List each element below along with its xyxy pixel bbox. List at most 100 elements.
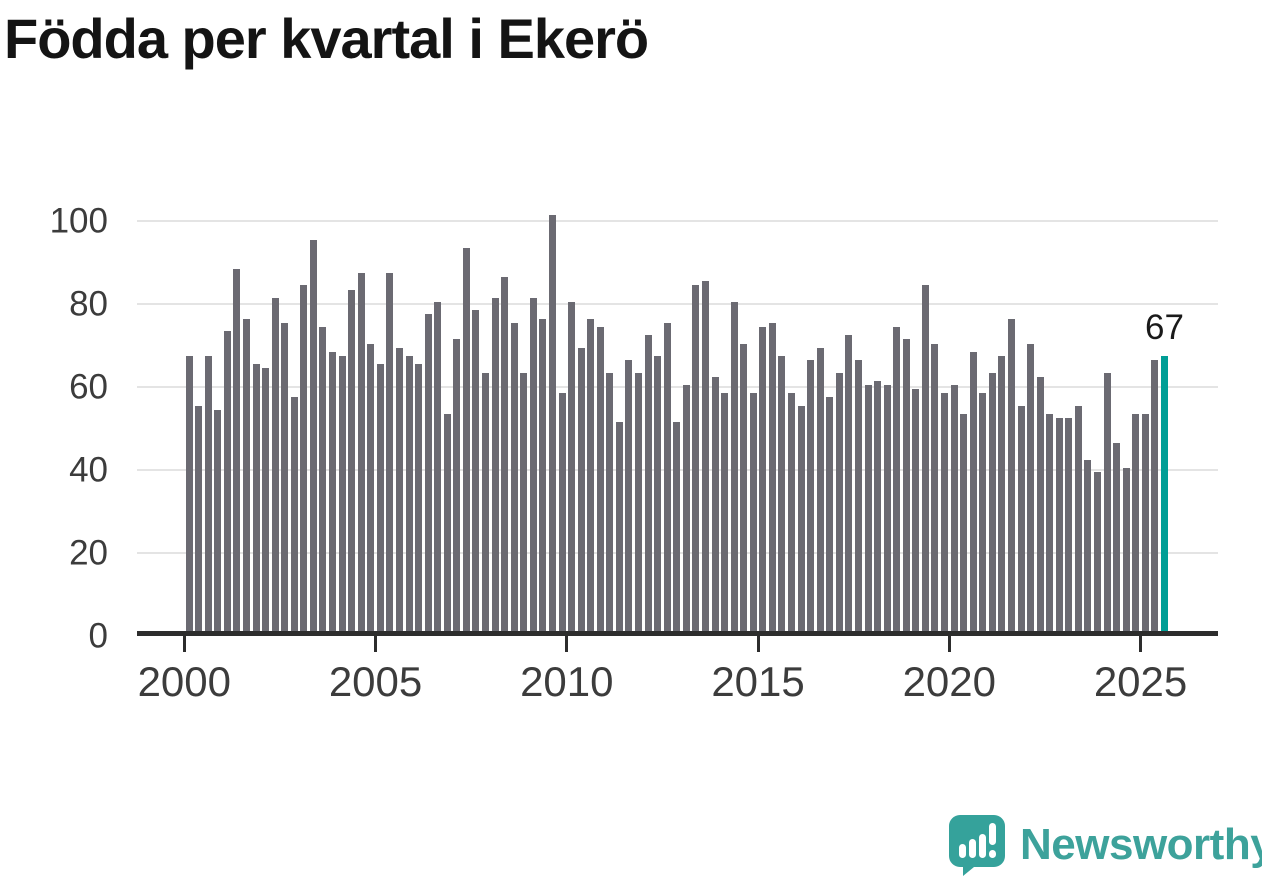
bar-quarter-83 bbox=[979, 393, 987, 634]
bar-quarter-15 bbox=[329, 351, 337, 634]
bar-quarter-56 bbox=[721, 393, 729, 634]
logo-bar-medium bbox=[969, 839, 976, 858]
bar-quarter-22 bbox=[395, 347, 403, 634]
gridline-y-100 bbox=[137, 220, 1218, 222]
bar-quarter-96 bbox=[1103, 372, 1111, 634]
bar-quarter-27 bbox=[443, 414, 451, 634]
bar-quarter-90 bbox=[1046, 414, 1054, 634]
logo-exclamation-stem bbox=[989, 823, 996, 845]
bar-quarter-72 bbox=[874, 380, 882, 634]
bar-quarter-32 bbox=[491, 297, 499, 634]
bar-quarter-18 bbox=[357, 272, 365, 634]
bar-quarter-4 bbox=[223, 331, 231, 634]
bar-quarter-100 bbox=[1141, 414, 1149, 634]
newsworthy-logo-text: Newsworthy bbox=[1020, 820, 1262, 869]
bar-quarter-58 bbox=[740, 343, 748, 634]
bar-quarter-50 bbox=[663, 322, 671, 634]
bar-quarter-41 bbox=[577, 347, 585, 634]
bar-quarter-64 bbox=[797, 405, 805, 634]
bar-quarter-99 bbox=[1132, 414, 1140, 634]
x-tick-label-2010: 2010 bbox=[520, 658, 614, 705]
bar-quarter-84 bbox=[988, 372, 996, 634]
y-tick-label-80: 80 bbox=[69, 284, 108, 324]
bar-quarter-74 bbox=[893, 326, 901, 634]
bar-quarter-86 bbox=[1007, 318, 1015, 634]
bar-quarter-45 bbox=[615, 422, 623, 634]
logo-bar-small bbox=[959, 844, 966, 858]
bar-quarter-44 bbox=[606, 372, 614, 634]
bar-quarter-69 bbox=[845, 335, 853, 634]
bar-quarter-11 bbox=[290, 397, 298, 634]
bar-quarter-47 bbox=[635, 372, 643, 634]
bar-quarter-28 bbox=[453, 339, 461, 634]
bar-quarter-17 bbox=[348, 289, 356, 634]
x-tick-mark-2025 bbox=[1139, 636, 1143, 652]
bar-quarter-55 bbox=[711, 376, 719, 634]
y-tick-label-40: 40 bbox=[69, 450, 108, 490]
bar-quarter-66 bbox=[816, 347, 824, 634]
bar-quarter-21 bbox=[386, 272, 394, 634]
bar-quarter-73 bbox=[883, 385, 891, 634]
bar-quarter-23 bbox=[405, 355, 413, 634]
bar-quarter-62 bbox=[778, 355, 786, 634]
bar-quarter-43 bbox=[596, 326, 604, 634]
gridline-y-60 bbox=[137, 386, 1218, 388]
bar-quarter-79 bbox=[941, 393, 949, 634]
bar-quarter-37 bbox=[539, 318, 547, 634]
bar-quarter-89 bbox=[1036, 376, 1044, 634]
bar-quarter-97 bbox=[1113, 443, 1121, 634]
gridline-y-80 bbox=[137, 303, 1218, 305]
bar-quarter-63 bbox=[788, 393, 796, 634]
bar-quarter-71 bbox=[864, 385, 872, 634]
x-tick-mark-2015 bbox=[756, 636, 760, 652]
bar-quarter-7 bbox=[252, 364, 260, 634]
bar-quarter-70 bbox=[854, 360, 862, 634]
bar-quarter-33 bbox=[501, 277, 509, 634]
bar-quarter-91 bbox=[1055, 418, 1063, 634]
bar-quarter-42 bbox=[587, 318, 595, 634]
bar-quarter-81 bbox=[960, 414, 968, 634]
x-tick-mark-2020 bbox=[947, 636, 951, 652]
x-tick-label-2025: 2025 bbox=[1093, 658, 1188, 705]
bar-quarter-46 bbox=[625, 360, 633, 634]
bar-quarter-92 bbox=[1065, 418, 1073, 634]
bar-quarter-10 bbox=[281, 322, 289, 634]
x-tick-mark-2010 bbox=[565, 636, 569, 652]
bar-quarter-30 bbox=[472, 310, 480, 634]
x-tick-mark-2005 bbox=[374, 636, 378, 652]
logo-bubble-shape bbox=[949, 815, 1005, 876]
bar-quarter-29 bbox=[462, 248, 470, 634]
bar-quarter-9 bbox=[271, 297, 279, 634]
y-tick-label-100: 100 bbox=[49, 201, 108, 241]
bar-quarter-101 bbox=[1151, 360, 1159, 634]
bar-quarter-88 bbox=[1027, 343, 1035, 634]
bar-quarter-25 bbox=[424, 314, 432, 634]
newsworthy-logo-icon bbox=[949, 815, 1005, 876]
bar-quarter-68 bbox=[835, 372, 843, 634]
logo-bar-large bbox=[979, 834, 986, 858]
logo-exclamation-dot bbox=[989, 850, 996, 858]
bar-quarter-38 bbox=[548, 214, 556, 634]
bar-quarter-8 bbox=[262, 368, 270, 634]
bar-quarter-80 bbox=[950, 385, 958, 634]
bar-quarter-51 bbox=[673, 422, 681, 634]
y-tick-label-0: 0 bbox=[88, 616, 108, 656]
bar-quarter-59 bbox=[749, 393, 757, 634]
x-tick-label-2015: 2015 bbox=[711, 658, 805, 705]
bar-quarter-31 bbox=[482, 372, 490, 634]
bar-quarter-82 bbox=[969, 351, 977, 634]
chart-title: Födda per kvartal i Ekerö bbox=[4, 7, 649, 70]
bar-quarter-76 bbox=[912, 389, 920, 634]
bar-quarter-48 bbox=[644, 335, 652, 634]
bar-quarter-40 bbox=[568, 302, 576, 634]
bar-quarter-13 bbox=[309, 239, 317, 634]
bar-quarter-36 bbox=[529, 297, 537, 634]
bar-quarter-95 bbox=[1094, 472, 1102, 634]
bar-quarter-93 bbox=[1074, 405, 1082, 634]
bar-quarter-102 bbox=[1160, 355, 1168, 634]
bar-quarter-61 bbox=[768, 322, 776, 634]
bar-quarter-85 bbox=[998, 355, 1006, 634]
x-axis-line bbox=[137, 631, 1218, 636]
bar-quarter-2 bbox=[204, 355, 212, 634]
